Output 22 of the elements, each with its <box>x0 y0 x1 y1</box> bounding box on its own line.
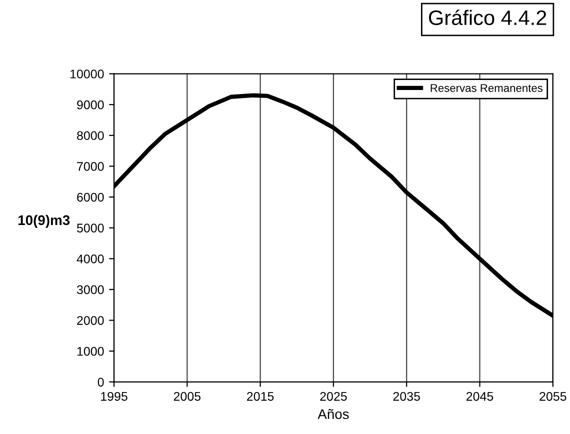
x-tick-label: 2035 <box>393 392 420 401</box>
y-axis-title: 10(9)m3 <box>18 214 70 228</box>
y-tick-label: 0 <box>98 378 104 387</box>
legend-label: Reservas Remanentes <box>430 84 543 92</box>
x-tick-label: 2055 <box>540 392 566 401</box>
y-tick-label: 6000 <box>77 192 104 202</box>
y-tick-label: 9000 <box>77 100 104 110</box>
y-tick-label: 5000 <box>76 224 104 232</box>
x-tick-label: 2015 <box>247 392 274 401</box>
y-tick-label: 7000 <box>77 162 104 171</box>
y-tick-label: 3000 <box>76 285 104 294</box>
y-tick-label: 1000 <box>77 346 104 356</box>
chart-title: Gráfico 4.4.2 <box>428 10 546 26</box>
y-tick-label: 8000 <box>77 131 104 140</box>
x-tick-label: 2045 <box>466 392 494 401</box>
y-tick-label: 10000 <box>70 70 104 78</box>
x-tick-label: 2005 <box>174 392 201 401</box>
x-axis-title: Años <box>318 408 349 420</box>
y-tick-label: 4000 <box>76 254 104 264</box>
x-tick-label: 1995 <box>101 392 128 401</box>
y-tick-label: 2000 <box>77 316 104 325</box>
x-tick-label: 2025 <box>320 392 347 401</box>
